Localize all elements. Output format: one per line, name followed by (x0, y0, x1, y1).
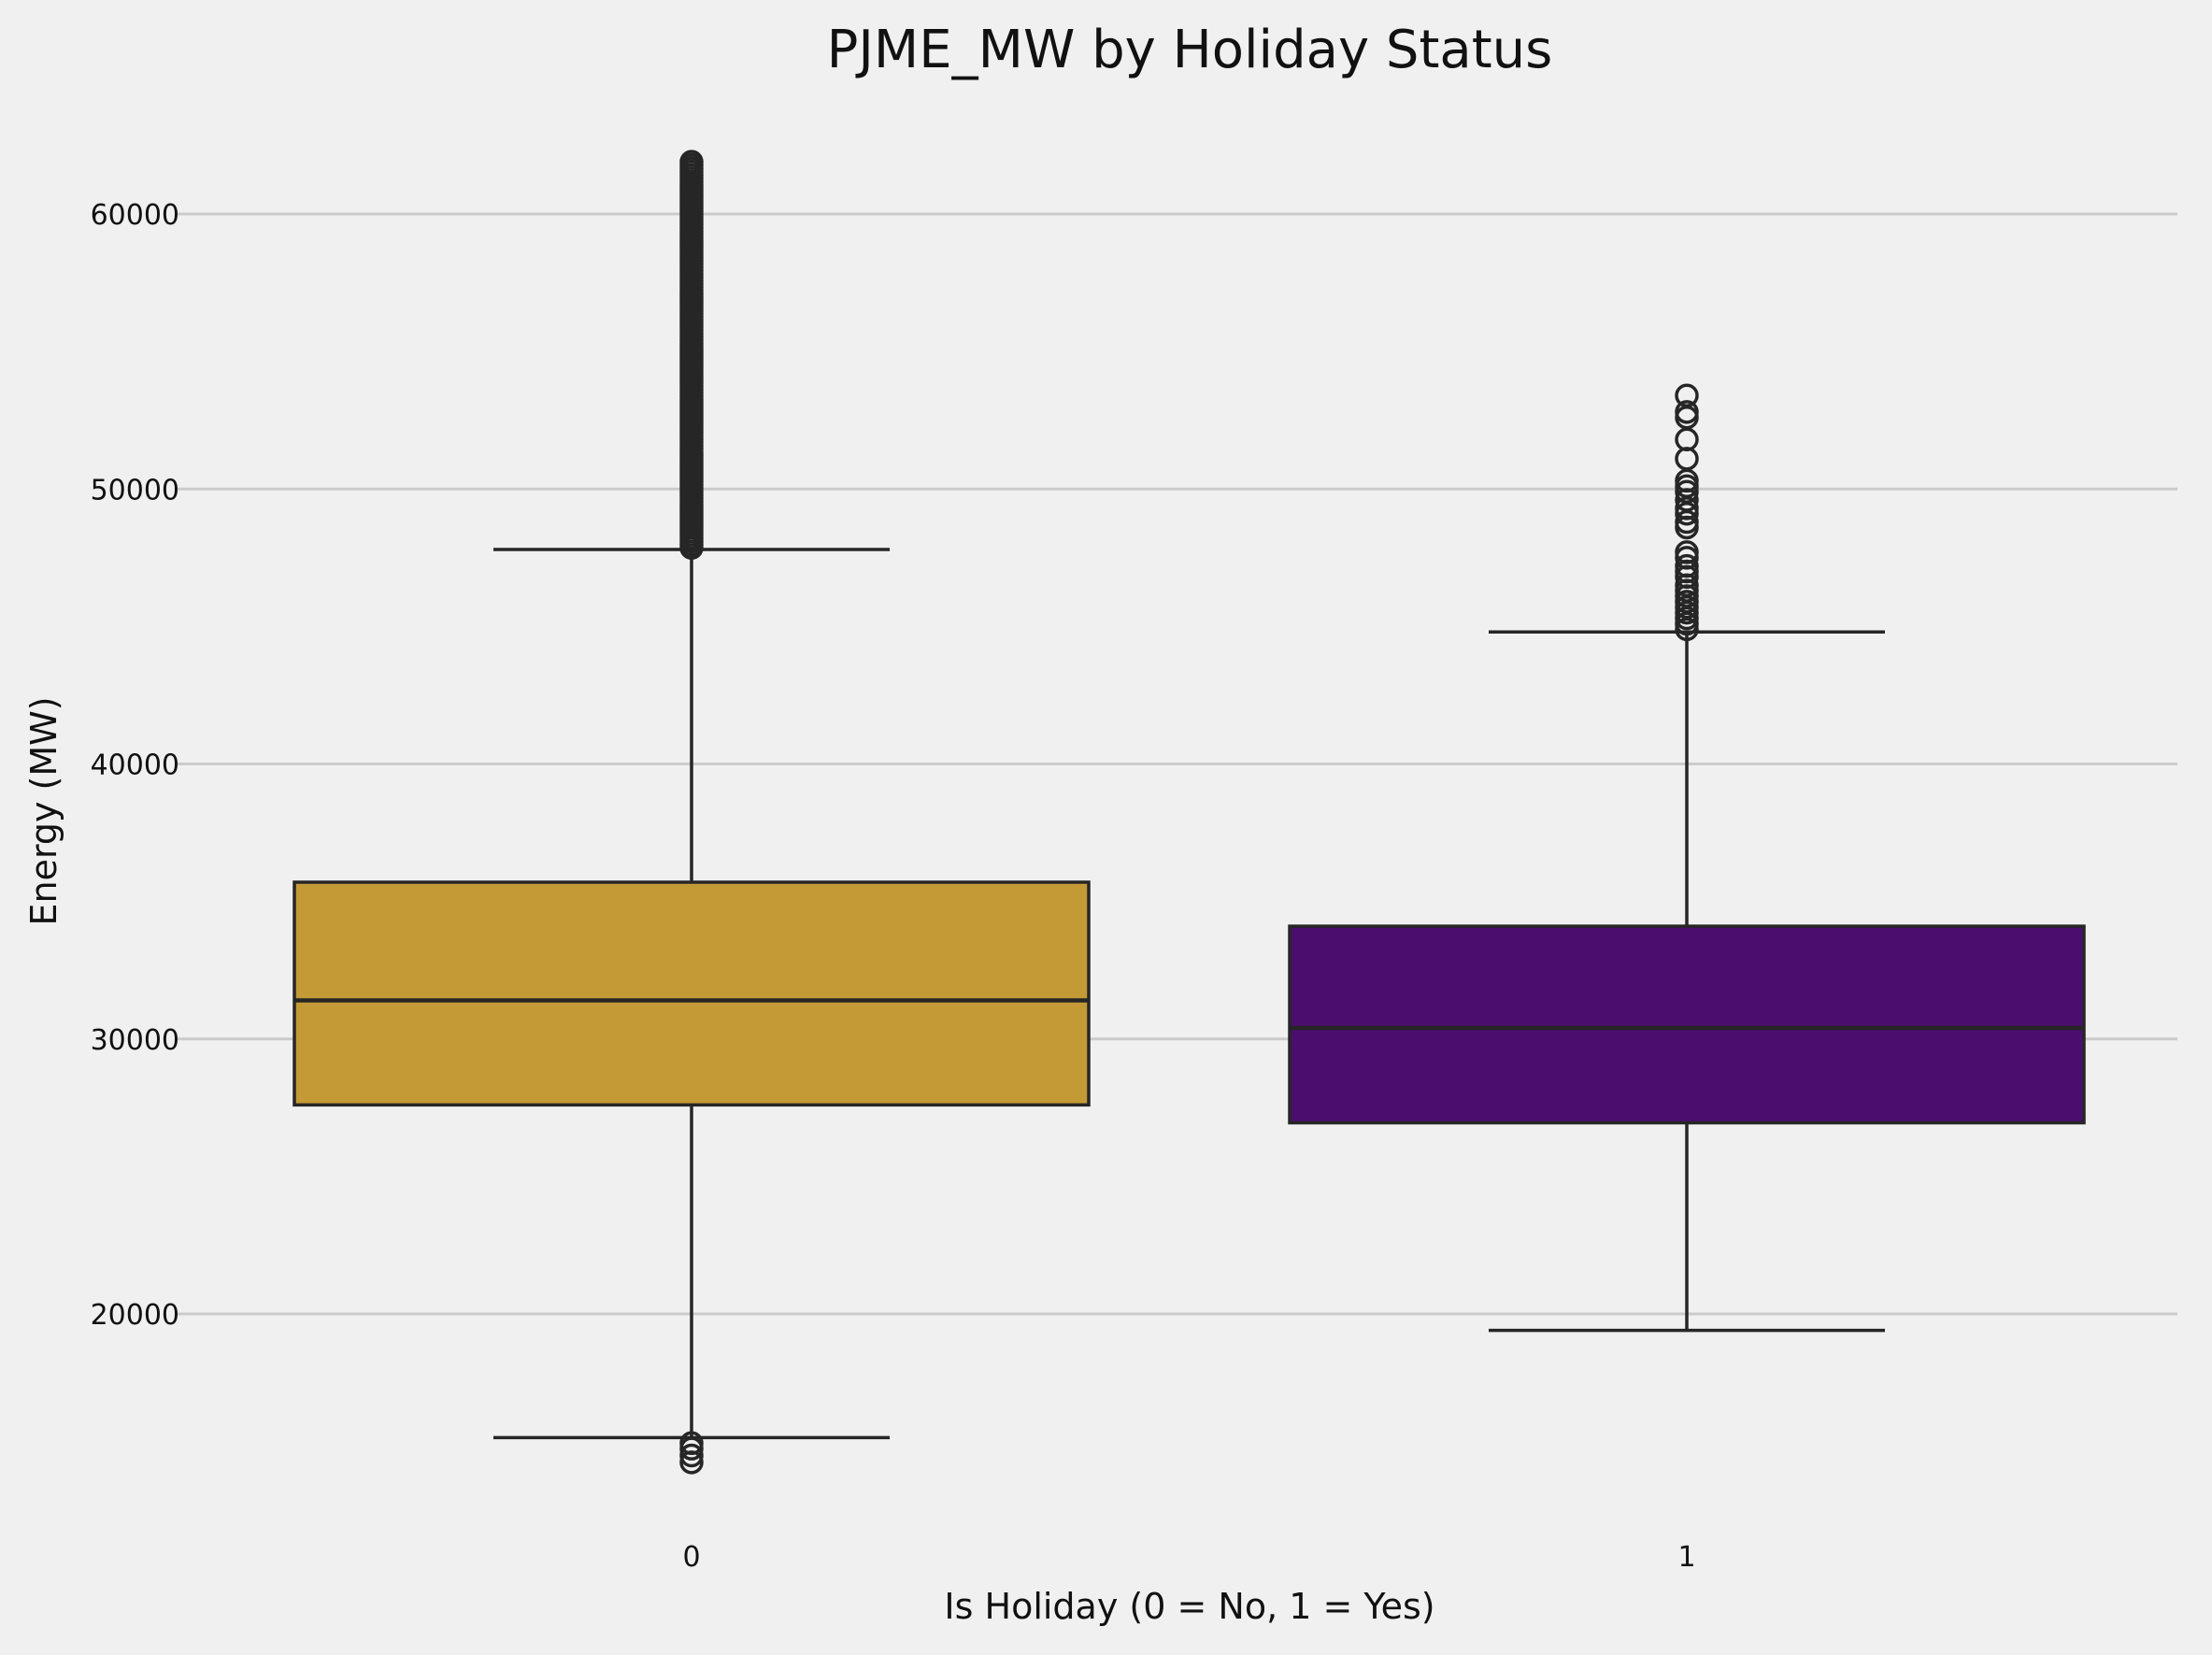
boxes-layer (293, 150, 2086, 1475)
outlier-point-0 (679, 150, 704, 174)
outlier-point-0 (679, 1443, 704, 1468)
outlier-point-0 (679, 1431, 704, 1456)
outlier-point-1 (1675, 400, 1699, 424)
x-axis-label: Is Holiday (0 = No, 1 = Yes) (944, 1586, 1434, 1627)
y-tick-label-30000: 30000 (91, 1024, 179, 1057)
x-tick-label-1: 1 (1677, 1541, 1695, 1574)
y-tick-label-50000: 50000 (91, 474, 179, 506)
y-axis-label: Energy (MW) (23, 696, 64, 925)
outlier-point-1 (1675, 427, 1699, 452)
box-group-0 (293, 150, 1091, 1475)
outlier-point-1 (1675, 383, 1699, 407)
outlier-point-1 (1675, 540, 1699, 564)
outlier-point-1 (1675, 553, 1699, 578)
iqr-box-0 (293, 880, 1091, 1107)
iqr-box-1 (1288, 924, 2086, 1125)
box-group-1 (1288, 383, 2086, 1333)
y-tick-label-60000: 60000 (91, 199, 179, 232)
chart-title: PJME_MW by Holiday Status (827, 20, 1553, 80)
y-tick-label-20000: 20000 (91, 1299, 179, 1332)
gridlines (178, 212, 2177, 1316)
tick-labels: 20000 30000 40000 50000 60000 0 1 (91, 199, 1696, 1574)
outlier-point-1 (1675, 447, 1699, 471)
x-tick-label-0: 0 (682, 1541, 700, 1574)
y-tick-label-40000: 40000 (91, 749, 179, 782)
